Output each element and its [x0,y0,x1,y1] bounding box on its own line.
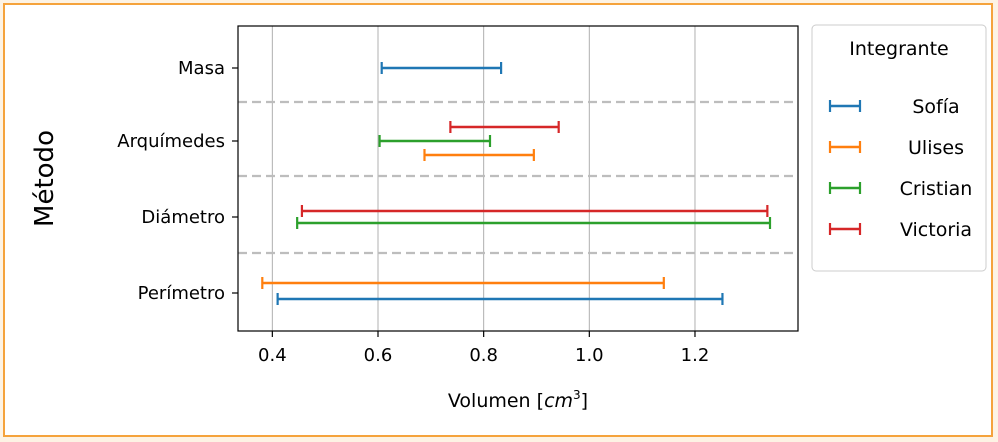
interval-bar [296,217,772,229]
interval-bar [449,121,560,133]
legend-entry: Sofía [828,96,960,118]
legend-entry: Cristian [828,178,973,200]
plot-area [237,25,799,332]
interval-bar [276,293,724,305]
legend-entry: Victoria [828,219,972,241]
x-axis-label-unit: cm [544,390,573,412]
y-tick-label: Masa [178,58,225,79]
x-tick-label: 1.0 [575,345,604,366]
range-chart: 0.4 0.6 0.8 1.0 1.2 Masa Arquímedes Diámetro Pe… [30,24,987,412]
y-tick-label: Diámetro [141,207,225,228]
legend-label: Sofía [912,96,959,118]
x-axis-label-base: Volumen [ [448,390,544,412]
y-axis-ticks: Masa Arquímedes Diámetro Perímetro [117,58,238,304]
legend-entry: Ulises [828,137,964,159]
figure-frame: 0.4 0.6 0.8 1.0 1.2 Masa Arquímedes Diámetro Pe… [3,3,993,437]
x-axis-label: Volumen [cm3] [448,388,588,412]
legend: Integrante Sofía Ulises Cristian Victoria [811,24,987,272]
grid-lines [271,26,696,331]
interval-bars [261,62,772,305]
x-tick-label: 0.6 [364,345,393,366]
y-axis-label: Método [30,130,60,227]
legend-title: Integrante [849,38,948,60]
x-tick-label: 1.2 [681,345,710,366]
interval-bar [423,149,535,161]
interval-bar [380,62,503,74]
interval-bar [261,277,665,289]
legend-label: Ulises [908,137,964,159]
y-tick-label: Arquímedes [117,131,225,152]
x-tick-label: 0.8 [469,345,498,366]
x-axis-label-close: ] [581,390,588,412]
legend-label: Cristian [900,178,973,200]
x-tick-label: 0.4 [258,345,287,366]
x-axis-label-exponent: 3 [573,388,581,402]
y-tick-label: Perímetro [138,283,225,304]
legend-box [811,24,987,272]
interval-bar [300,205,769,217]
x-axis-ticks: 0.4 0.6 0.8 1.0 1.2 [258,331,709,366]
interval-bar [378,135,492,147]
legend-entries: Sofía Ulises Cristian Victoria [828,96,973,241]
legend-label: Victoria [900,219,972,241]
category-separators [238,100,798,255]
